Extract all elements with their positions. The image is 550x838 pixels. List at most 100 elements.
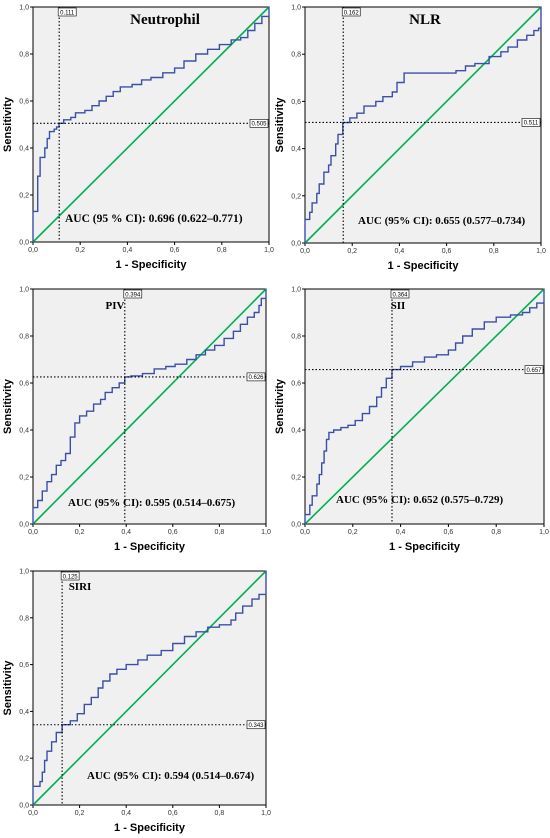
x-tick-label: 0,4 <box>396 529 406 536</box>
auc-annotation: AUC (95 % CI): 0.696 (0.622–0.771) <box>65 213 243 225</box>
y-axis-label: Sensitivity <box>274 378 286 434</box>
y-tick-label: 0,6 <box>291 99 301 106</box>
reference-line <box>304 288 545 525</box>
x-tick-label: 0,4 <box>123 247 133 254</box>
cutoff-y-box <box>246 720 266 730</box>
y-tick-label: 0,2 <box>19 756 29 763</box>
x-tick-label: 1,0 <box>261 810 271 817</box>
y-tick-label: 1,0 <box>19 5 29 12</box>
x-tick-label: 0,2 <box>75 810 85 817</box>
y-tick-label: 0,2 <box>291 193 301 200</box>
x-tick-label: 1,0 <box>539 529 549 536</box>
y-tick-label: 0,4 <box>19 146 29 153</box>
x-axis-label: 1 - Specificity <box>114 541 186 553</box>
y-tick-label: 0,6 <box>19 381 29 388</box>
cutoff-y-box <box>521 118 541 127</box>
x-tick-label: 0,0 <box>28 247 38 254</box>
y-tick-label: 0,4 <box>19 709 29 716</box>
y-tick-label: 0,0 <box>19 803 29 810</box>
y-tick-label: 0,2 <box>19 475 29 482</box>
y-tick-label: 1,0 <box>291 5 301 12</box>
auc-annotation: AUC (95% CI): 0.594 (0.514–0.674) <box>87 770 254 782</box>
y-tick-label: 0,6 <box>19 662 29 669</box>
x-tick-label: 0,2 <box>347 248 357 255</box>
y-tick-label: 0,4 <box>291 146 301 153</box>
x-axis-label: 1 - Specificity <box>114 822 186 834</box>
cutoff-y-label: 0.511 <box>524 121 539 127</box>
reference-line <box>32 288 267 525</box>
y-tick-label: 0,4 <box>291 428 301 435</box>
x-tick-label: 0,0 <box>28 810 38 817</box>
x-tick-label: 0,8 <box>215 810 225 817</box>
x-tick-label: 0,2 <box>75 247 85 254</box>
reference-line <box>304 6 542 244</box>
x-tick-label: 0,6 <box>442 248 452 255</box>
y-axis-label: Sensitivity <box>2 378 14 434</box>
y-tick-label: 0,2 <box>19 193 29 200</box>
cutoff-x-box <box>341 7 361 17</box>
auc-annotation: AUC (95% CI): 0.595 (0.514–0.675) <box>68 497 235 509</box>
x-tick-label: 0,0 <box>300 529 310 536</box>
cutoff-y-box <box>524 365 544 374</box>
x-tick-label: 0,6 <box>170 247 180 254</box>
panel-title: NLR <box>409 12 441 28</box>
y-tick-label: 0,0 <box>19 240 29 247</box>
cutoff-y-label: 0.505 <box>251 122 267 128</box>
x-tick-label: 1,0 <box>536 248 546 255</box>
y-tick-label: 1,0 <box>19 569 29 576</box>
y-tick-label: 0,6 <box>19 99 29 106</box>
panel-title: Neutrophil <box>130 12 200 28</box>
roc-panel-siri: 0,00,0 0,2 0,2 0,4 0,4 0,6 0,6 0,8 0,8 1,0 1,0 1 - … <box>2 569 271 835</box>
y-tick-label: 0,4 <box>19 428 29 435</box>
y-tick-label: 0,8 <box>291 334 301 341</box>
y-tick-label: 0,8 <box>19 615 29 622</box>
roc-curve-line <box>32 289 267 524</box>
y-tick-label: 1,0 <box>291 287 301 294</box>
cutoff-y-label: 0.657 <box>526 368 542 374</box>
cutoff-x-label: 0.394 <box>125 292 141 298</box>
y-tick-label: 0,0 <box>19 522 29 529</box>
x-tick-label: 0,4 <box>121 529 131 536</box>
cutoff-x-label: 0.125 <box>63 574 79 580</box>
x-tick-label: 0,8 <box>491 529 501 536</box>
panel-title: SII <box>391 300 406 312</box>
x-axis-label: 1 - Specificity <box>389 541 461 553</box>
cutoff-y-label: 0.626 <box>248 375 264 381</box>
y-tick-label: 0,8 <box>19 334 29 341</box>
roc-panel-sii: 0,00,0 0,2 0,2 0,4 0,4 0,6 0,6 0,8 0,8 1,0 1,0 1 - … <box>274 287 549 554</box>
y-axis-label: Sensitivity <box>2 660 14 716</box>
y-tick-label: 0,8 <box>291 52 301 59</box>
cutoff-x-label: 0.162 <box>344 10 360 16</box>
cutoff-y-box <box>246 372 266 382</box>
x-tick-label: 0,8 <box>489 248 499 255</box>
x-axis-label: 1 - Specificity <box>388 260 460 272</box>
reference-line <box>32 6 270 243</box>
panel-title: SIRI <box>69 581 92 593</box>
x-tick-label: 0,2 <box>75 529 85 536</box>
roc-curve-line <box>32 7 270 242</box>
x-tick-label: 1,0 <box>264 247 274 254</box>
auc-annotation: AUC (95% CI): 0.652 (0.575–0.729) <box>336 494 503 506</box>
reference-line <box>32 570 267 806</box>
x-tick-label: 0,8 <box>215 529 225 536</box>
cutoff-x-label: 0.364 <box>392 292 408 298</box>
y-tick-label: 0,6 <box>291 381 301 388</box>
roc-curve-line <box>304 289 545 524</box>
roc-curve-line <box>304 7 542 243</box>
y-tick-label: 0,0 <box>291 241 301 248</box>
auc-annotation: AUC (95% CI): 0.655 (0.577–0.734) <box>358 215 525 227</box>
panel-title: PIV <box>106 300 125 312</box>
x-tick-label: 0,6 <box>444 529 454 536</box>
y-tick-label: 0,2 <box>291 475 301 482</box>
roc-panel-nlr: 0,00,0 0,2 0,2 0,4 0,4 0,6 0,6 0,8 0,8 1,0 1,0 1 - … <box>274 5 546 273</box>
x-tick-label: 0,2 <box>348 529 358 536</box>
x-tick-label: 0,6 <box>168 529 178 536</box>
x-tick-label: 0,4 <box>121 810 131 817</box>
x-tick-label: 0,6 <box>168 810 178 817</box>
x-axis-label: 1 - Specificity <box>116 259 188 271</box>
x-tick-label: 1,0 <box>261 529 271 536</box>
y-tick-label: 0,0 <box>291 522 301 529</box>
y-tick-label: 0,8 <box>19 52 29 59</box>
